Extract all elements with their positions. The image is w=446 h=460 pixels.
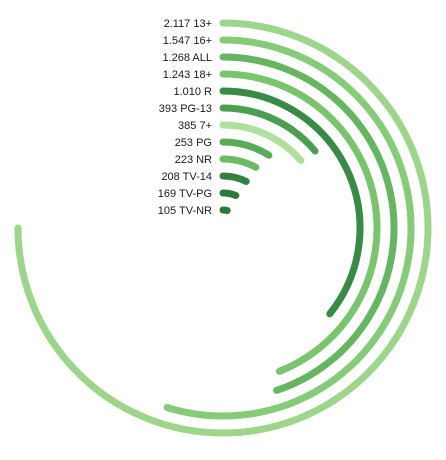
bar-18- — [219, 70, 381, 375]
bar-pg — [219, 138, 273, 159]
bar-13- — [14, 19, 432, 437]
bar-16- — [163, 36, 415, 420]
label-7-: 385 7+ — [178, 120, 212, 132]
bar-tv-pg — [219, 189, 240, 199]
label-all: 1.268 ALL — [162, 52, 212, 64]
label-nr: 223 NR — [175, 154, 212, 166]
label-r: 1.010 R — [173, 86, 212, 98]
bar-r — [219, 87, 364, 318]
bar-pg-13 — [219, 104, 319, 155]
label-16-: 1.547 16+ — [163, 35, 212, 47]
bar-nr — [219, 155, 260, 171]
bar-7- — [219, 121, 305, 165]
label-tv-pg: 169 TV-PG — [158, 188, 212, 200]
label-13-: 2.117 13+ — [164, 18, 212, 30]
bar-all — [219, 53, 398, 394]
label-tv-nr: 105 TV-NR — [158, 205, 212, 217]
label-pg: 253 PG — [175, 137, 212, 149]
bar-tv-14 — [219, 172, 250, 185]
label-18-: 1.243 18+ — [163, 69, 212, 81]
label-tv-14: 208 TV-14 — [161, 171, 212, 183]
label-pg-13: 393 PG-13 — [159, 103, 212, 115]
